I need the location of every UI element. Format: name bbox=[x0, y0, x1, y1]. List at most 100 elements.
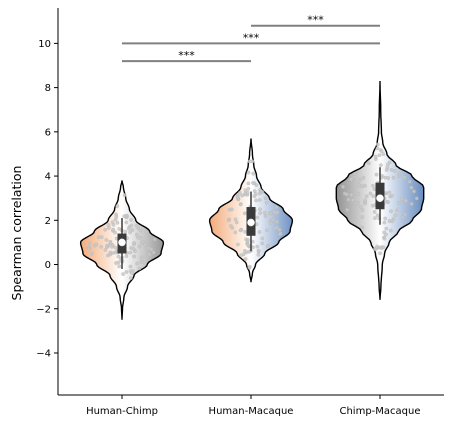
data-point bbox=[397, 200, 401, 205]
data-point bbox=[128, 250, 133, 255]
data-point bbox=[362, 183, 367, 188]
data-point bbox=[272, 226, 277, 231]
data-point bbox=[372, 187, 377, 192]
data-point bbox=[147, 252, 152, 257]
data-point bbox=[265, 244, 270, 249]
data-point bbox=[246, 181, 251, 186]
data-point bbox=[114, 212, 119, 217]
data-point bbox=[245, 242, 250, 247]
y-tick-label: 4 bbox=[45, 172, 51, 183]
data-point bbox=[390, 193, 394, 198]
data-point bbox=[386, 176, 391, 180]
data-point bbox=[115, 204, 120, 209]
data-point bbox=[272, 209, 277, 214]
data-point bbox=[107, 226, 111, 230]
data-point bbox=[124, 220, 129, 225]
data-point bbox=[277, 227, 282, 232]
data-point bbox=[242, 248, 247, 253]
x-tick-label: Human-Chimp bbox=[86, 406, 158, 417]
data-point bbox=[349, 177, 354, 182]
data-point bbox=[372, 210, 377, 214]
data-point bbox=[363, 198, 368, 203]
data-point bbox=[391, 175, 396, 180]
data-point bbox=[393, 213, 398, 218]
data-point bbox=[387, 190, 392, 195]
data-point bbox=[110, 220, 115, 225]
data-point bbox=[115, 220, 120, 225]
data-point bbox=[382, 236, 387, 241]
box-median bbox=[247, 218, 255, 227]
data-point bbox=[402, 175, 407, 180]
data-point bbox=[152, 237, 157, 242]
data-point bbox=[263, 213, 268, 218]
data-point bbox=[258, 211, 262, 216]
significance-label: *** bbox=[178, 49, 195, 62]
data-point bbox=[356, 192, 361, 197]
significance-label: *** bbox=[243, 31, 260, 44]
data-point bbox=[246, 186, 251, 191]
data-point bbox=[356, 182, 361, 187]
data-point bbox=[384, 226, 389, 231]
data-point bbox=[269, 211, 273, 216]
axes: −4 −2 0 2 4 6 8 10 Human-Chimp Human-Macaque Chimp… bbox=[36, 8, 444, 417]
data-point bbox=[124, 254, 129, 259]
data-point bbox=[117, 226, 122, 231]
data-point bbox=[407, 179, 412, 184]
data-point bbox=[396, 174, 401, 178]
data-point bbox=[265, 228, 269, 233]
data-point bbox=[255, 215, 260, 220]
data-point bbox=[374, 172, 379, 177]
x-tick-label: Human-Macaque bbox=[209, 406, 294, 417]
data-point bbox=[259, 189, 263, 194]
data-point bbox=[105, 243, 110, 248]
data-point bbox=[403, 212, 407, 217]
data-point bbox=[246, 170, 251, 175]
data-point bbox=[263, 196, 268, 201]
data-point bbox=[382, 220, 387, 225]
data-point bbox=[99, 235, 104, 240]
data-point bbox=[382, 230, 387, 235]
data-point bbox=[238, 228, 243, 233]
data-points bbox=[87, 142, 419, 280]
data-point bbox=[129, 223, 134, 228]
data-point bbox=[245, 190, 250, 195]
data-point bbox=[366, 161, 371, 166]
data-point bbox=[414, 196, 419, 201]
data-point bbox=[134, 223, 139, 228]
data-point bbox=[361, 175, 366, 180]
y-tick-label: −2 bbox=[36, 304, 51, 315]
data-point bbox=[143, 242, 148, 247]
data-point bbox=[349, 192, 354, 197]
data-point bbox=[121, 272, 126, 276]
data-point bbox=[379, 246, 384, 251]
data-point bbox=[129, 217, 133, 222]
data-point bbox=[114, 261, 119, 265]
box-median bbox=[376, 194, 384, 203]
data-point bbox=[89, 251, 94, 256]
data-point bbox=[251, 180, 255, 185]
data-point bbox=[360, 225, 365, 230]
data-point bbox=[375, 213, 380, 218]
data-point bbox=[240, 193, 245, 198]
data-point bbox=[124, 270, 129, 274]
data-point bbox=[137, 266, 142, 271]
data-point bbox=[135, 261, 140, 266]
data-point bbox=[234, 220, 239, 225]
data-point bbox=[117, 264, 122, 269]
data-point bbox=[103, 248, 108, 252]
y-tick-label: 8 bbox=[45, 83, 51, 94]
data-point bbox=[372, 247, 377, 252]
data-point bbox=[257, 230, 262, 234]
data-point bbox=[136, 235, 141, 240]
data-point bbox=[141, 239, 145, 244]
data-point bbox=[233, 217, 238, 222]
data-point bbox=[274, 205, 279, 210]
data-point bbox=[359, 184, 364, 189]
data-point bbox=[251, 171, 256, 176]
data-point bbox=[227, 207, 232, 212]
data-point bbox=[409, 201, 414, 206]
data-point bbox=[360, 208, 365, 213]
data-point bbox=[371, 194, 376, 199]
data-point bbox=[358, 204, 363, 209]
significance-brackets: *** *** *** bbox=[122, 14, 380, 63]
